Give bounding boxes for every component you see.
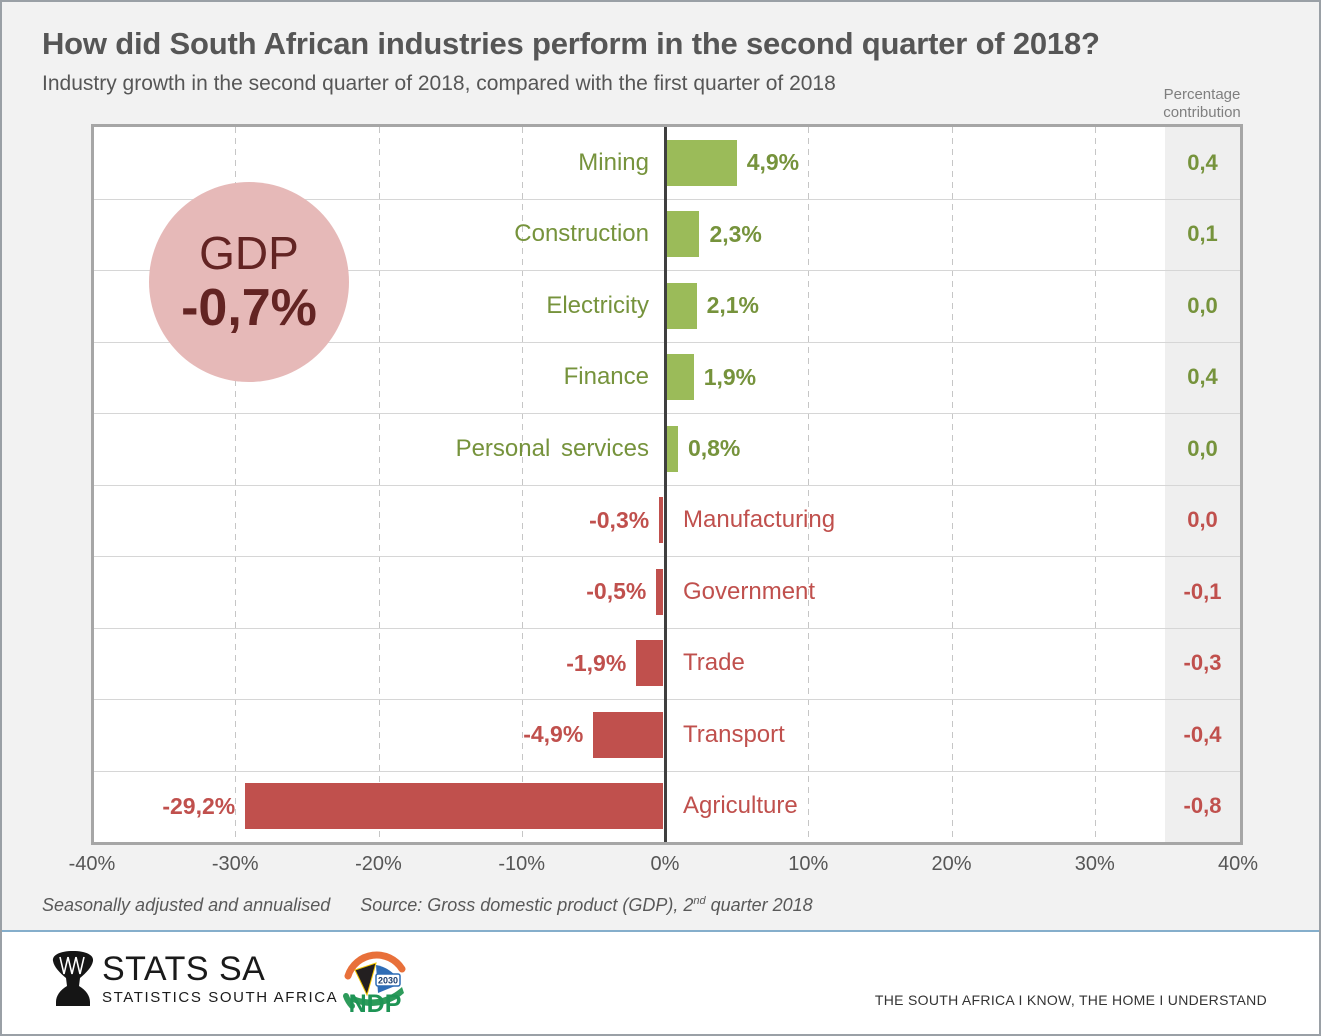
svg-text:NDP: NDP	[349, 990, 402, 1018]
x-axis-tick-label: 20%	[931, 853, 972, 875]
gdp-value: -0,7%	[181, 279, 317, 337]
value-label-electricity: 2,1%	[706, 292, 760, 319]
bar-government	[656, 568, 664, 615]
contribution-value-agriculture: -0,8	[1183, 793, 1222, 819]
footer-slogan: THE SOUTH AFRICA I KNOW, THE HOME I UNDE…	[874, 992, 1267, 1008]
ndp-2030-logo: 2030 NDP	[339, 951, 411, 1023]
bar-personal-services	[666, 425, 678, 472]
bar-trade	[636, 640, 664, 687]
category-label-personal-services: Personal services	[455, 434, 649, 462]
contribution-value-electricity: 0,0	[1187, 292, 1218, 318]
contribution-value-trade: -0,3	[1183, 650, 1222, 676]
footnote-note: Seasonally adjusted and annualised	[42, 895, 331, 915]
bar-electricity	[666, 282, 697, 329]
row-separator-line	[94, 341, 1240, 343]
contribution-value-transport: -0,4	[1183, 721, 1222, 747]
row-separator-line	[94, 413, 1240, 414]
contribution-value-manufacturing: 0,0	[1187, 507, 1218, 533]
gdp-label: GDP	[199, 227, 299, 279]
footer-divider	[2, 930, 1319, 932]
footnote: Seasonally adjusted and annualised Source…	[42, 895, 813, 916]
gdp-annotation-badge: GDP -0,7%	[149, 182, 349, 382]
category-label-manufacturing: Manufacturing	[683, 506, 836, 534]
x-axis: -40% -30% -20% -10% 0% 10% 20% 30% 40%	[69, 853, 1258, 879]
x-axis-tick-label: 0%	[650, 853, 680, 875]
x-axis-tick-label: 30%	[1074, 853, 1115, 875]
contribution-column-header: Percentage contribution	[1163, 86, 1241, 121]
category-label-trade: Trade	[683, 649, 745, 677]
value-label-mining: 4,9%	[746, 149, 800, 176]
x-axis-tick-label: -40%	[68, 853, 116, 875]
value-label-personal-services: 0,8%	[687, 435, 741, 462]
bar-transport	[593, 711, 664, 758]
page-title: How did South African industries perform…	[42, 26, 1100, 61]
x-axis-tick-label: -30%	[211, 853, 259, 875]
row-separator-line	[94, 198, 1240, 200]
value-label-agriculture: -29,2%	[162, 792, 236, 819]
row-separator-line	[94, 770, 1240, 772]
value-label-manufacturing: -0,3%	[589, 506, 650, 533]
category-label-transport: Transport	[683, 720, 785, 748]
zero-baseline	[663, 127, 667, 842]
value-label-construction: 2,3%	[709, 220, 762, 247]
contribution-value-construction: 0,1	[1187, 221, 1218, 247]
djembe-drum-icon	[52, 951, 94, 1006]
contribution-value-mining: 0,4	[1187, 149, 1218, 175]
value-label-transport: -4,9%	[523, 721, 584, 748]
x-axis-tick-label: -20%	[355, 853, 402, 875]
row-separator-line	[94, 484, 1240, 486]
bar-construction	[666, 211, 700, 258]
value-label-government: -0,5%	[586, 578, 647, 605]
x-axis-tick-label: 40%	[1217, 853, 1259, 875]
bar-mining	[666, 139, 737, 186]
value-label-trade: -1,9%	[566, 649, 627, 676]
category-label-government: Government	[683, 577, 816, 605]
contribution-value-government: -0,1	[1183, 578, 1222, 604]
statssa-logo: STATS SA STATISTICS SOUTH AFRICA	[50, 950, 338, 1010]
page-subtitle: Industry growth in the second quarter of…	[42, 72, 836, 95]
category-label-electricity: Electricity	[546, 291, 649, 319]
category-label-finance: Finance	[563, 363, 649, 391]
row-separator-line	[94, 627, 1240, 629]
svg-text:2030: 2030	[378, 976, 398, 986]
category-label-agriculture: Agriculture	[683, 792, 798, 820]
category-label-mining: Mining	[578, 148, 649, 176]
footnote-source: Source: Gross domestic product (GDP), 2n…	[360, 895, 813, 915]
contribution-value-finance: 0,4	[1187, 364, 1218, 390]
statssa-wordmark: STATS SA STATISTICS SOUTH AFRICA	[102, 950, 338, 1006]
category-label-construction: Construction	[514, 220, 649, 248]
statssa-name: STATS SA	[102, 950, 266, 988]
contribution-value-personal-services: 0,0	[1187, 435, 1218, 461]
bar-agriculture	[245, 783, 664, 830]
row-separator-line	[94, 270, 1240, 271]
value-label-finance: 1,9%	[703, 363, 757, 390]
row-separator-line	[94, 556, 1240, 557]
statssa-subname: STATISTICS SOUTH AFRICA	[102, 989, 339, 1006]
bar-finance	[666, 354, 694, 401]
x-axis-tick-label: -10%	[498, 853, 546, 875]
row-separator-line	[94, 699, 1240, 700]
x-axis-tick-label: 10%	[788, 853, 829, 875]
bar-manufacturing	[659, 497, 664, 544]
bar-chart-plot-area: GDP -0,7% Mining 4,9% 0,4 Construction 2,3% 0…	[94, 127, 1240, 842]
